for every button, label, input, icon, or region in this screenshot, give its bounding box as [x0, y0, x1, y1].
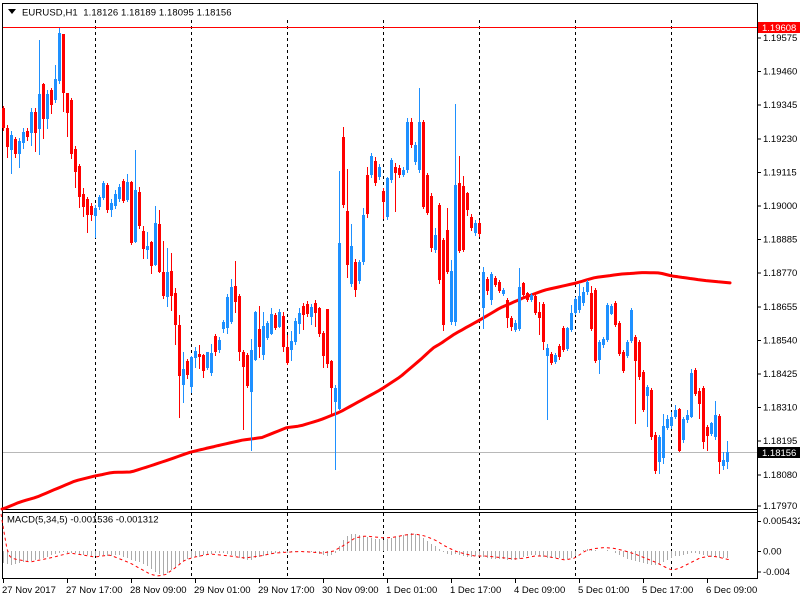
- svg-text:29 Nov 01:00: 29 Nov 01:00: [194, 585, 251, 596]
- svg-text:-0.004: -0.004: [763, 567, 790, 578]
- svg-text:0.00: 0.00: [763, 547, 782, 558]
- svg-text:30 Nov 09:00: 30 Nov 09:00: [322, 585, 379, 596]
- svg-text:1.17970: 1.17970: [763, 501, 797, 512]
- svg-text:1.19575: 1.19575: [763, 33, 797, 44]
- svg-text:1 Dec 01:00: 1 Dec 01:00: [386, 585, 437, 596]
- svg-text:4 Dec 09:00: 4 Dec 09:00: [514, 585, 565, 596]
- svg-text:EURUSD,H1 1.18126 1.18189 1.1: EURUSD,H1 1.18126 1.18189 1.18095 1.1815…: [22, 8, 232, 19]
- svg-text:27 Nov 2017: 27 Nov 2017: [2, 585, 56, 596]
- svg-text:1.18540: 1.18540: [763, 335, 797, 346]
- svg-text:1.18655: 1.18655: [763, 302, 797, 313]
- svg-text:1 Dec 17:00: 1 Dec 17:00: [450, 585, 501, 596]
- svg-text:5 Dec 01:00: 5 Dec 01:00: [578, 585, 629, 596]
- svg-text:1.19345: 1.19345: [763, 100, 797, 111]
- svg-text:27 Nov 17:00: 27 Nov 17:00: [66, 585, 123, 596]
- svg-text:29 Nov 17:00: 29 Nov 17:00: [258, 585, 315, 596]
- svg-text:1.18080: 1.18080: [763, 470, 797, 481]
- svg-text:0.005432: 0.005432: [763, 516, 800, 527]
- svg-text:1.18195: 1.18195: [763, 436, 797, 447]
- svg-text:1.19608: 1.19608: [762, 23, 796, 34]
- svg-text:1.18770: 1.18770: [763, 268, 797, 279]
- svg-text:MACD(5,34,5) -0.001536 -0.0013: MACD(5,34,5) -0.001536 -0.001312: [7, 515, 159, 526]
- svg-text:1.18156: 1.18156: [762, 448, 796, 459]
- svg-text:1.19460: 1.19460: [763, 67, 797, 78]
- svg-text:1.19000: 1.19000: [763, 201, 797, 212]
- svg-text:6 Dec 09:00: 6 Dec 09:00: [706, 585, 757, 596]
- svg-text:1.19115: 1.19115: [763, 167, 797, 178]
- svg-text:5 Dec 17:00: 5 Dec 17:00: [642, 585, 693, 596]
- svg-text:1.19230: 1.19230: [763, 134, 797, 145]
- svg-text:1.18885: 1.18885: [763, 235, 797, 246]
- svg-text:28 Nov 09:00: 28 Nov 09:00: [130, 585, 187, 596]
- svg-text:1.18310: 1.18310: [763, 403, 797, 414]
- svg-text:1.18425: 1.18425: [763, 369, 797, 380]
